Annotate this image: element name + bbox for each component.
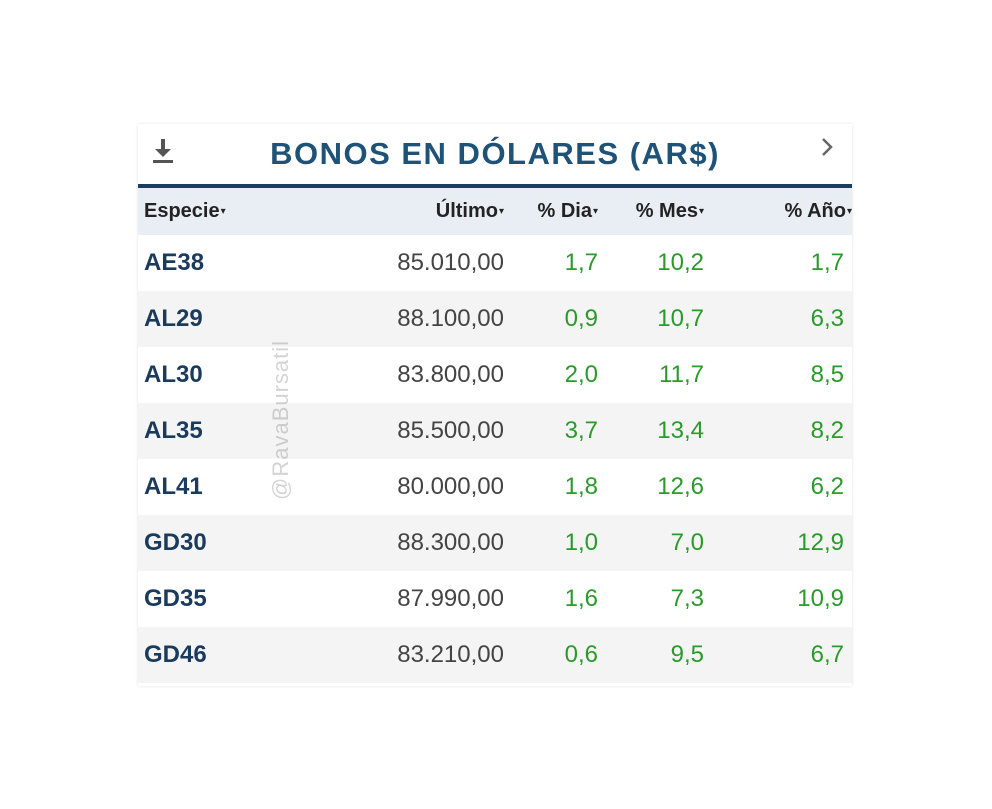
cell-mes: 7,0 <box>670 529 704 556</box>
cell-ultimo: 85.500,00 <box>397 417 504 444</box>
cell-mes: 12,6 <box>657 473 704 500</box>
cell-dia: 1,6 <box>564 585 598 612</box>
cell-mes: 10,2 <box>657 249 704 276</box>
table-row: AL41 80.000,00 1,8 12,6 6,2 <box>138 459 852 515</box>
cell-mes: 11,7 <box>659 361 704 388</box>
cell-especie[interactable]: AL41 <box>144 473 203 500</box>
table-row: AL35 85.500,00 3,7 13,4 8,2 <box>138 403 852 459</box>
cell-ultimo: 87.990,00 <box>397 585 504 612</box>
cell-anio: 6,7 <box>810 641 844 668</box>
column-header-dia[interactable]: % Dia▾ <box>537 200 599 222</box>
cell-ultimo: 88.100,00 <box>397 305 504 332</box>
cell-ultimo: 80.000,00 <box>397 473 504 500</box>
table-row: AE38 85.010,00 1,7 10,2 1,7 <box>138 235 852 291</box>
cell-dia: 1,0 <box>564 529 598 556</box>
sort-caret-icon: ▾ <box>498 206 504 218</box>
cell-mes: 10,7 <box>657 305 704 332</box>
cell-dia: 1,7 <box>564 249 598 276</box>
table-header-row: Especie▾ Último▾ % Dia▾ % Mes▾ % Año▾ <box>138 188 852 235</box>
cell-anio: 6,2 <box>810 473 844 500</box>
download-button[interactable] <box>150 136 176 166</box>
cell-anio: 6,3 <box>810 305 844 332</box>
cell-ultimo: 83.800,00 <box>397 361 504 388</box>
table-row: GD30 88.300,00 1,0 7,0 12,9 <box>138 515 852 571</box>
table-row: GD35 87.990,00 1,6 7,3 10,9 <box>138 571 852 627</box>
cell-dia: 0,6 <box>564 641 598 668</box>
cell-anio: 12,9 <box>797 529 844 556</box>
sort-caret-icon: ▾ <box>846 206 852 218</box>
cell-dia: 1,8 <box>564 473 598 500</box>
widget-header: BONOS EN DÓLARES (AR$) <box>138 124 852 188</box>
widget-title: BONOS EN DÓLARES (AR$) <box>270 136 720 171</box>
cell-dia: 3,7 <box>564 417 598 444</box>
column-header-mes[interactable]: % Mes▾ <box>635 200 704 222</box>
column-header-especie[interactable]: Especie▾ <box>144 200 226 222</box>
cell-especie[interactable]: AL29 <box>144 305 203 332</box>
cell-dia: 0,9 <box>564 305 598 332</box>
cell-mes: 7,3 <box>670 585 704 612</box>
cell-mes: 9,5 <box>670 641 704 668</box>
cell-mes: 13,4 <box>657 417 704 444</box>
cell-ultimo: 85.010,00 <box>397 249 504 276</box>
cell-anio: 8,5 <box>810 361 844 388</box>
cell-dia: 2,0 <box>564 361 598 388</box>
cell-anio: 8,2 <box>810 417 844 444</box>
bonds-widget: BONOS EN DÓLARES (AR$) Especie▾ Último▾ … <box>138 124 852 686</box>
cell-ultimo: 83.210,00 <box>397 641 504 668</box>
cell-especie[interactable]: GD35 <box>144 585 207 612</box>
bonds-table: Especie▾ Último▾ % Dia▾ % Mes▾ % Año▾ AE… <box>138 188 852 683</box>
table-row: GD46 83.210,00 0,6 9,5 6,7 <box>138 627 852 683</box>
chevron-right-icon <box>822 138 833 156</box>
cell-especie[interactable]: GD46 <box>144 641 207 668</box>
download-icon <box>153 139 173 163</box>
column-header-anio[interactable]: % Año▾ <box>784 200 852 222</box>
cell-especie[interactable]: AL35 <box>144 417 203 444</box>
table-row: AL30 83.800,00 2,0 11,7 8,5 <box>138 347 852 403</box>
sort-caret-icon: ▾ <box>220 206 226 218</box>
cell-especie[interactable]: GD30 <box>144 529 207 556</box>
cell-especie[interactable]: AE38 <box>144 249 205 276</box>
table-row: AL29 88.100,00 0,9 10,7 6,3 <box>138 291 852 347</box>
cell-anio: 1,7 <box>810 249 844 276</box>
cell-anio: 10,9 <box>797 585 844 612</box>
cell-especie[interactable]: AL30 <box>144 361 203 388</box>
column-header-ultimo[interactable]: Último▾ <box>435 200 504 222</box>
next-button[interactable] <box>816 132 838 162</box>
sort-caret-icon: ▾ <box>698 206 704 218</box>
cell-ultimo: 88.300,00 <box>397 529 504 556</box>
sort-caret-icon: ▾ <box>592 206 598 218</box>
